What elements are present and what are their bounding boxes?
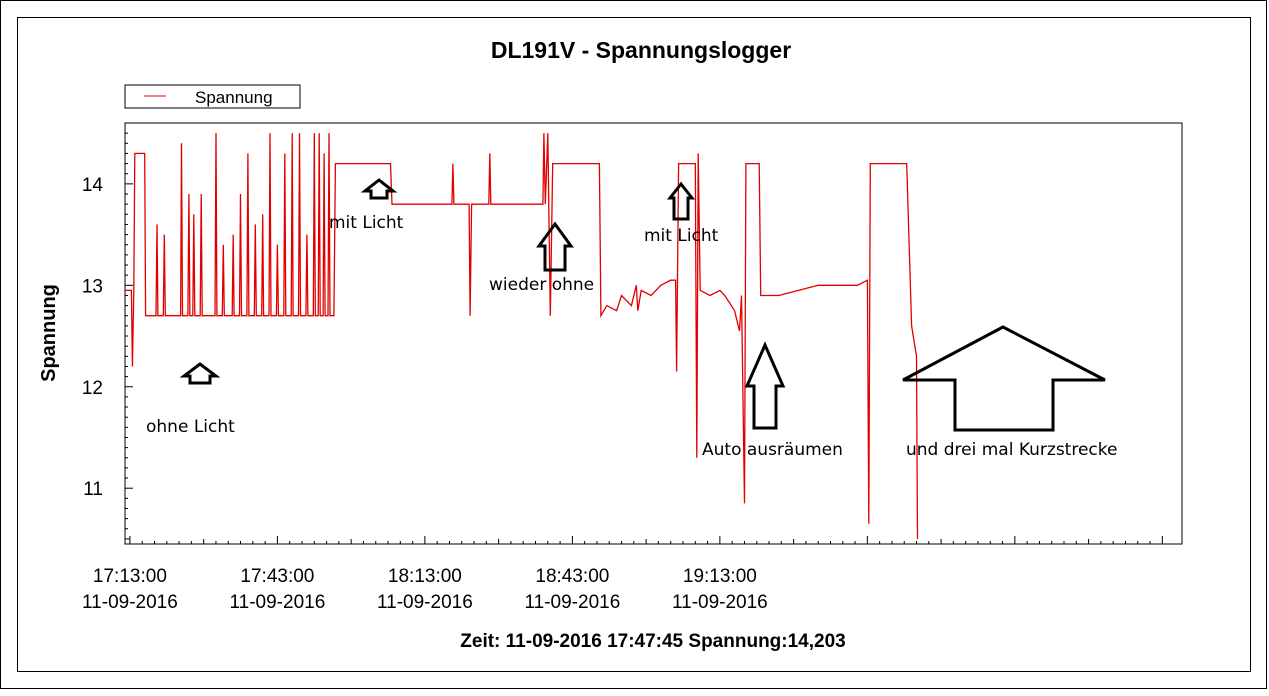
chart-title: DL191V - Spannungslogger [491, 37, 791, 63]
legend-box [124, 84, 301, 109]
x-tick-label: 18:43:00 [535, 566, 609, 587]
y-axis: 11 12 13 14 [82, 132, 133, 540]
x-tick-date: 11-09-2016 [672, 592, 768, 613]
svg-text:Auto ausräumen: Auto ausräumen [702, 440, 843, 460]
svg-text:ohne Licht: ohne Licht [146, 417, 235, 437]
arrow-up-icon [360, 178, 398, 200]
arrow-up-icon [179, 362, 221, 385]
arrow-up-icon [902, 325, 1106, 432]
y-axis-label: Spannung [38, 284, 60, 382]
x-tick-date: 11-09-2016 [377, 592, 473, 613]
x-tick-date: 11-09-2016 [82, 592, 178, 613]
x-tick-label: 17:43:00 [240, 566, 314, 587]
chart-frame [17, 17, 1251, 672]
x-tick-label: 17:13:00 [93, 566, 167, 587]
annotation-labels: ohne Licht mit Licht wieder ohne mit Lic… [146, 213, 1117, 460]
plot-area [124, 122, 1183, 545]
y-tick-label: 14 [82, 175, 104, 196]
annotations [179, 178, 1106, 432]
y-tick-label: 11 [83, 479, 103, 500]
x-axis: 17:13:00 11-09-2016 17:43:00 11-09-2016 18:1… [82, 536, 1163, 613]
arrow-up-icon [536, 221, 574, 272]
svg-text:mit Licht: mit Licht [329, 213, 404, 233]
x-tick-date: 11-09-2016 [230, 592, 326, 613]
svg-text:mit Licht: mit Licht [644, 226, 719, 246]
series-line-spannung [125, 133, 919, 539]
x-tick-label: 19:13:00 [683, 566, 757, 587]
x-tick-date: 11-09-2016 [524, 592, 620, 613]
legend-entry: Spannung [195, 88, 273, 107]
x-tick-label: 18:13:00 [388, 566, 462, 587]
status-readout: Zeit: 11-09-2016 17:47:45 Spannung:14,20… [460, 631, 845, 652]
arrow-up-icon [666, 181, 696, 221]
y-tick-label: 13 [82, 276, 103, 297]
arrow-up-icon [744, 341, 786, 430]
legend: Spannung [124, 84, 301, 109]
svg-text:wieder ohne: wieder ohne [489, 275, 594, 295]
svg-text:und drei mal Kurzstrecke: und drei mal Kurzstrecke [906, 440, 1117, 460]
y-tick-label: 12 [82, 378, 103, 399]
